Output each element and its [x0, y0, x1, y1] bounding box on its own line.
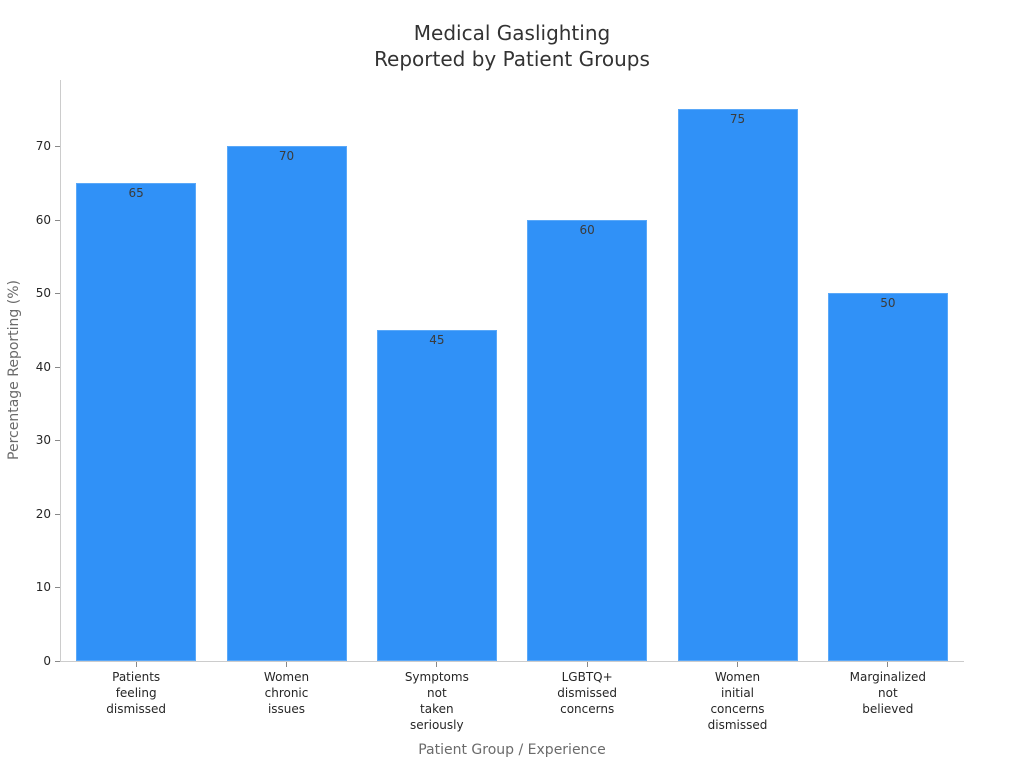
chart-title-line-1: Medical Gaslighting — [413, 21, 611, 45]
x-axis-label: Patient Group / Experience — [418, 742, 606, 758]
y-tick-label: 60 — [35, 212, 51, 227]
bar-value-label: 70 — [278, 149, 295, 164]
y-tick: 0 — [0, 654, 61, 668]
x-tick-label-line: Women — [714, 670, 761, 684]
x-tick-label: Marginalized not believed — [813, 669, 963, 717]
bar-value-label: 45 — [429, 333, 445, 348]
x-tick-label: Symptoms not taken seriously — [362, 669, 512, 733]
x-tick-label: LGBTQ+ dismissed concerns — [512, 669, 662, 717]
x-tick-label-line: dismissed — [707, 718, 768, 732]
bar: 60 — [527, 219, 648, 661]
x-tick-label-line: dismissed — [106, 702, 167, 716]
x-tick-label-line: dismissed — [557, 686, 618, 700]
bar-value-label: 75 — [729, 112, 746, 127]
x-tick-label-line: Women — [263, 670, 310, 684]
x-tick-label-line: Symptoms — [404, 670, 469, 684]
y-axis-line — [60, 80, 61, 662]
y-tick: 50 — [0, 286, 61, 300]
y-tick-label: 10 — [35, 580, 51, 595]
x-tick-mark — [135, 662, 137, 667]
y-tick-mark — [55, 587, 60, 589]
x-tick-label-line: Marginalized — [849, 670, 926, 684]
y-tick-label: 0 — [43, 654, 51, 668]
x-tick-label-line: taken — [420, 702, 454, 716]
x-tick-mark — [436, 662, 438, 667]
x-tick: LGBTQ+ dismissed concerns — [512, 662, 662, 717]
y-tick: 60 — [0, 213, 61, 227]
x-tick-label-line: seriously — [410, 718, 464, 732]
y-tick-label: 40 — [35, 359, 51, 374]
chart-title: Medical Gaslighting Reported by Patient … — [0, 20, 1024, 72]
x-tick-mark — [586, 662, 588, 667]
x-tick: Patients feeling dismissed — [61, 662, 211, 717]
x-tick: Women initial concerns dismissed — [663, 662, 813, 733]
bar: 75 — [677, 109, 798, 661]
y-tick: 40 — [0, 360, 61, 374]
x-tick-label-line: concerns — [710, 702, 765, 716]
y-tick-label: 30 — [35, 433, 51, 448]
chart-title-line-2: Reported by Patient Groups — [374, 47, 650, 71]
bar-value-label: 60 — [579, 222, 595, 237]
y-tick-label: 20 — [35, 506, 51, 521]
x-tick-mark — [887, 662, 889, 667]
y-tick: 30 — [0, 433, 61, 447]
x-axis-line — [60, 661, 964, 662]
x-tick-label-line: Patients — [112, 670, 161, 684]
bar: 65 — [76, 182, 197, 661]
y-tick-mark — [55, 661, 60, 662]
y-tick: 20 — [0, 507, 61, 521]
y-tick-label: 50 — [35, 286, 51, 301]
x-tick-label-line: concerns — [560, 702, 615, 716]
x-tick-label-line: not — [878, 686, 898, 700]
x-tick-mark — [286, 662, 287, 667]
x-tick-label-line: initial — [721, 686, 754, 700]
x-tick-label: Women initial concerns dismissed — [663, 669, 813, 733]
y-tick: 10 — [0, 580, 61, 594]
y-tick-mark — [55, 366, 60, 368]
x-tick-label-line: believed — [862, 702, 914, 716]
bar-value-label: 65 — [128, 185, 144, 200]
y-tick-mark — [55, 146, 60, 148]
y-tick-label: 70 — [35, 139, 51, 154]
x-tick-label-line: feeling — [115, 686, 157, 700]
y-tick-mark — [55, 219, 60, 221]
plot-area: 65 70 45 60 75 50 — [61, 80, 963, 661]
y-tick-mark — [55, 293, 60, 295]
y-tick-mark — [55, 513, 60, 515]
x-tick: Symptoms not taken seriously — [362, 662, 512, 733]
bar: 70 — [226, 146, 347, 661]
bar: 45 — [376, 330, 497, 661]
y-tick: 70 — [0, 139, 61, 153]
x-tick-label-line: LGBTQ+ — [561, 670, 613, 684]
x-tick-label-line: issues — [267, 702, 306, 716]
x-tick-mark — [737, 662, 738, 667]
y-tick-mark — [55, 440, 60, 442]
x-tick-label: Patients feeling dismissed — [61, 669, 211, 717]
x-tick: Women chronic issues — [212, 662, 362, 717]
bar: 50 — [827, 293, 948, 661]
x-tick-label-line: not — [427, 686, 447, 700]
x-tick-label-line: chronic — [264, 686, 309, 700]
x-tick-label: Women chronic issues — [212, 669, 362, 717]
bar-value-label: 50 — [880, 296, 896, 311]
x-tick: Marginalized not believed — [813, 662, 963, 717]
